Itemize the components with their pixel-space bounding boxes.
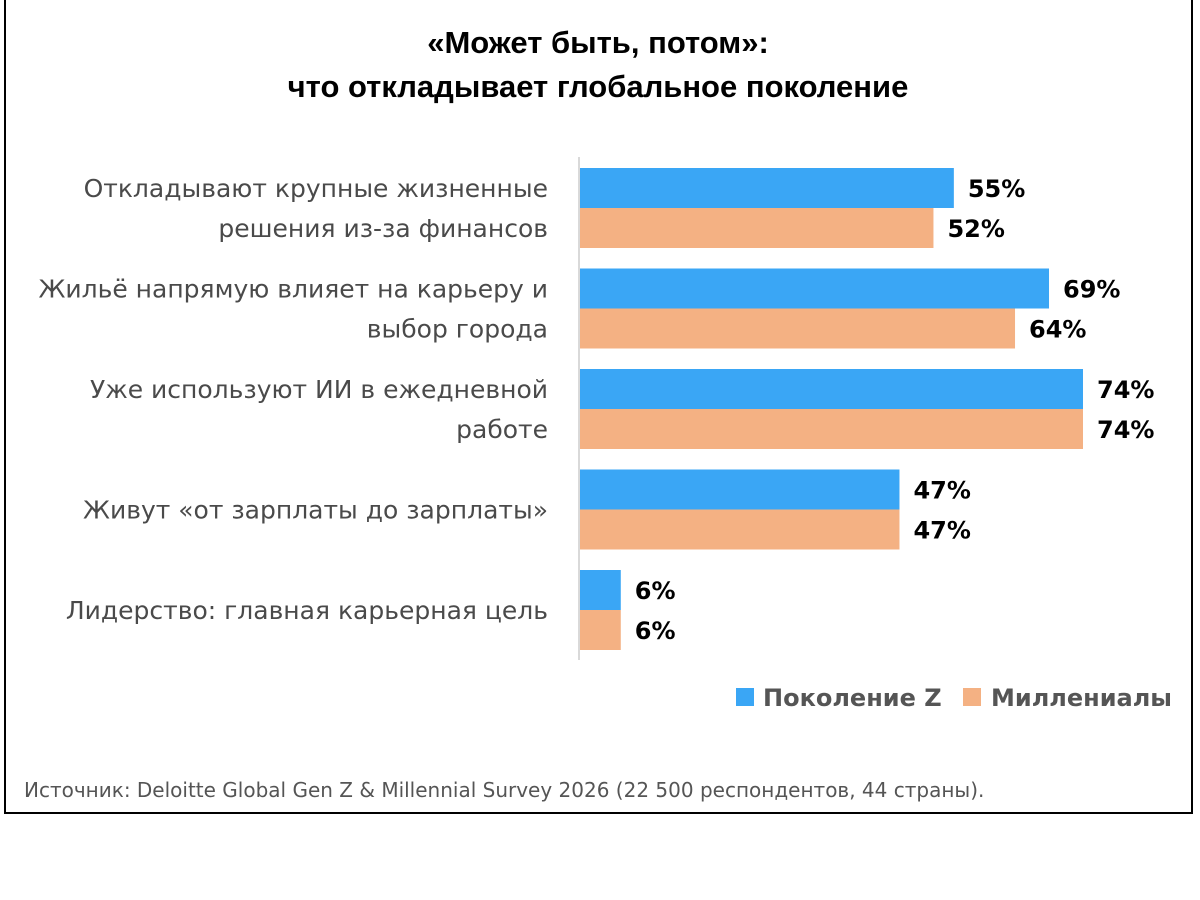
bar-1-series-1 [580, 308, 1016, 349]
data-label-0-series-0: 55% [968, 175, 1025, 203]
chart-title-line-2: что откладывает глобальное поколение [288, 69, 909, 104]
category-label-0-line-1: решения из-за финансов [218, 214, 548, 243]
data-label-2-series-0: 74% [1097, 376, 1154, 404]
legend-swatch-gen-z [736, 688, 754, 706]
category-label-2-line-0: Уже используют ИИ в ежедневной [90, 375, 548, 404]
data-label-1-series-0: 69% [1063, 276, 1120, 304]
chart-title: «Может быть, потом»: что откладывает гло… [288, 25, 909, 104]
bar-0-series-0 [580, 168, 954, 208]
legend-label-millennials: Миллениалы [991, 684, 1172, 712]
category-label-1-line-1: выбор города [367, 315, 548, 344]
data-label-0-series-1: 52% [947, 215, 1004, 243]
bar-2-series-0 [580, 369, 1083, 409]
data-labels: 55% 52% 69% 64% 74% 74% 47% 47% 6% 6% [635, 175, 1155, 645]
bar-1-series-0 [580, 268, 1050, 309]
bars [580, 168, 1083, 650]
bar-3-series-0 [580, 469, 900, 510]
category-label-1-line-0: Жильё напрямую влияет на карьеру и [38, 275, 548, 304]
category-label-4-line-0: Лидерство: главная карьерная цель [66, 596, 548, 625]
legend-label-gen-z: Поколение Z [763, 684, 942, 712]
bar-3-series-1 [580, 509, 900, 550]
legend: Поколение Z Миллениалы [736, 684, 1172, 712]
data-label-2-series-1: 74% [1097, 416, 1154, 444]
data-label-1-series-1: 64% [1029, 316, 1086, 344]
legend-swatch-millennials [963, 688, 981, 706]
data-label-4-series-1: 6% [635, 617, 676, 645]
category-label-3-line-0: Живут «от зарплаты до зарплаты» [83, 496, 548, 525]
bar-2-series-1 [580, 409, 1083, 449]
bar-0-series-1 [580, 208, 934, 248]
category-label-0-line-0: Откладывают крупные жизненные [84, 174, 548, 203]
source-note: Источник: Deloitte Global Gen Z & Millen… [24, 778, 984, 802]
data-label-4-series-0: 6% [635, 577, 676, 605]
category-labels: Откладывают крупные жизненные решения из-… [38, 174, 548, 625]
chart-title-line-1: «Может быть, потом»: [427, 25, 769, 60]
data-label-3-series-0: 47% [913, 477, 970, 505]
bar-4-series-1 [580, 610, 621, 650]
category-label-2-line-1: работе [456, 415, 548, 444]
data-label-3-series-1: 47% [913, 517, 970, 545]
bar-4-series-0 [580, 570, 621, 610]
